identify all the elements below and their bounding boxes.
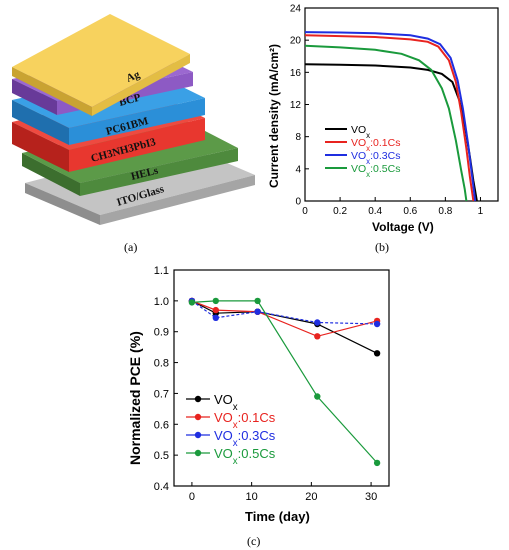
- stability-data-point: [373, 459, 381, 467]
- y-tick-label: 4: [295, 164, 301, 175]
- stability-data-point: [212, 314, 219, 321]
- y-tick-label: 20: [290, 36, 302, 47]
- jv-series-line: [304, 31, 477, 202]
- y-tick-label: 24: [290, 4, 302, 15]
- y-tick-label: 0.9: [154, 327, 169, 339]
- jv-series-line: [304, 63, 478, 202]
- y-tick-label: 0.7: [154, 388, 169, 400]
- layer-label-ag: Ag: [125, 68, 142, 84]
- legend-label: VOx: [214, 392, 238, 413]
- legend-label: VOx:0.1Cs: [351, 137, 400, 153]
- legend-label: VOx:0.1Cs: [214, 410, 276, 431]
- y-tick-label: 0.4: [154, 481, 169, 493]
- stability-y-axis-label: Normalized PCE (%): [127, 331, 143, 465]
- x-tick-label: 0.4: [368, 206, 382, 217]
- y-tick-label: 0: [295, 197, 301, 208]
- x-tick-label: 0: [302, 206, 308, 217]
- jv-x-axis-label: Voltage (V): [372, 220, 434, 234]
- y-tick-label: 1.0: [154, 296, 169, 308]
- legend-label: VOx:0.5Cs: [214, 446, 276, 467]
- jv-series-line: [304, 44, 468, 202]
- panel-a-caption: (a): [124, 240, 137, 254]
- y-tick-label: 0.8: [154, 358, 169, 370]
- legend-marker: [194, 395, 202, 403]
- y-tick-label: 1.1: [154, 265, 169, 277]
- stability-plot-frame: [173, 269, 390, 487]
- stability-x-axis-label: Time (day): [245, 509, 310, 524]
- legend-label: VOx: [351, 124, 370, 140]
- legend-marker: [194, 449, 202, 457]
- legend-marker: [194, 413, 202, 421]
- stability-data-point: [212, 297, 219, 305]
- x-tick-label: 0.6: [403, 206, 417, 217]
- jv-y-axis-label: Current density (mA/cm²): [267, 44, 281, 188]
- y-tick-label: 12: [290, 100, 302, 111]
- jv-series-line: [304, 34, 475, 202]
- legend-label: VOx:0.5Cs: [351, 163, 400, 179]
- panel-b-caption: (b): [375, 240, 389, 254]
- stability-data-point: [188, 299, 196, 306]
- panel-c-caption: (c): [247, 534, 260, 548]
- stability-data-point: [254, 308, 261, 315]
- x-tick-label: 0.2: [333, 206, 347, 217]
- stability-series-line: [191, 300, 378, 354]
- stability-data-point: [254, 297, 261, 305]
- x-tick-label: 20: [305, 491, 317, 503]
- y-tick-label: 8: [295, 132, 301, 143]
- stability-series-line: [191, 300, 378, 325]
- stability-series-line: [191, 300, 378, 337]
- device-stack-illustration: ITO/Glass HELs CH3NH3PbI3 PC61BM: [12, 14, 255, 225]
- stability-data-point: [314, 319, 321, 326]
- x-tick-label: 0: [189, 491, 195, 503]
- stability-data-point: [314, 393, 321, 400]
- legend-marker: [194, 431, 202, 439]
- x-tick-label: 1: [478, 206, 484, 217]
- x-tick-label: 30: [365, 491, 377, 503]
- legend-label: VOx:0.3Cs: [351, 150, 400, 166]
- legend-label: VOx:0.3Cs: [214, 428, 276, 449]
- stability-chart: 0 10 20 300.40.50.60.70.80.91.01.1 VOxVOx:0…: [127, 265, 390, 524]
- x-tick-label: 0.8: [438, 206, 452, 217]
- stability-data-point: [373, 320, 381, 328]
- y-tick-label: 16: [290, 68, 302, 79]
- stability-data-point: [373, 350, 381, 357]
- y-tick-label: 0.6: [154, 419, 169, 431]
- stability-data-point: [212, 306, 219, 314]
- x-tick-label: 10: [246, 491, 258, 503]
- layer-ag: Ag: [12, 14, 190, 116]
- y-tick-label: 0.5: [154, 450, 169, 462]
- stability-data-point: [314, 333, 321, 340]
